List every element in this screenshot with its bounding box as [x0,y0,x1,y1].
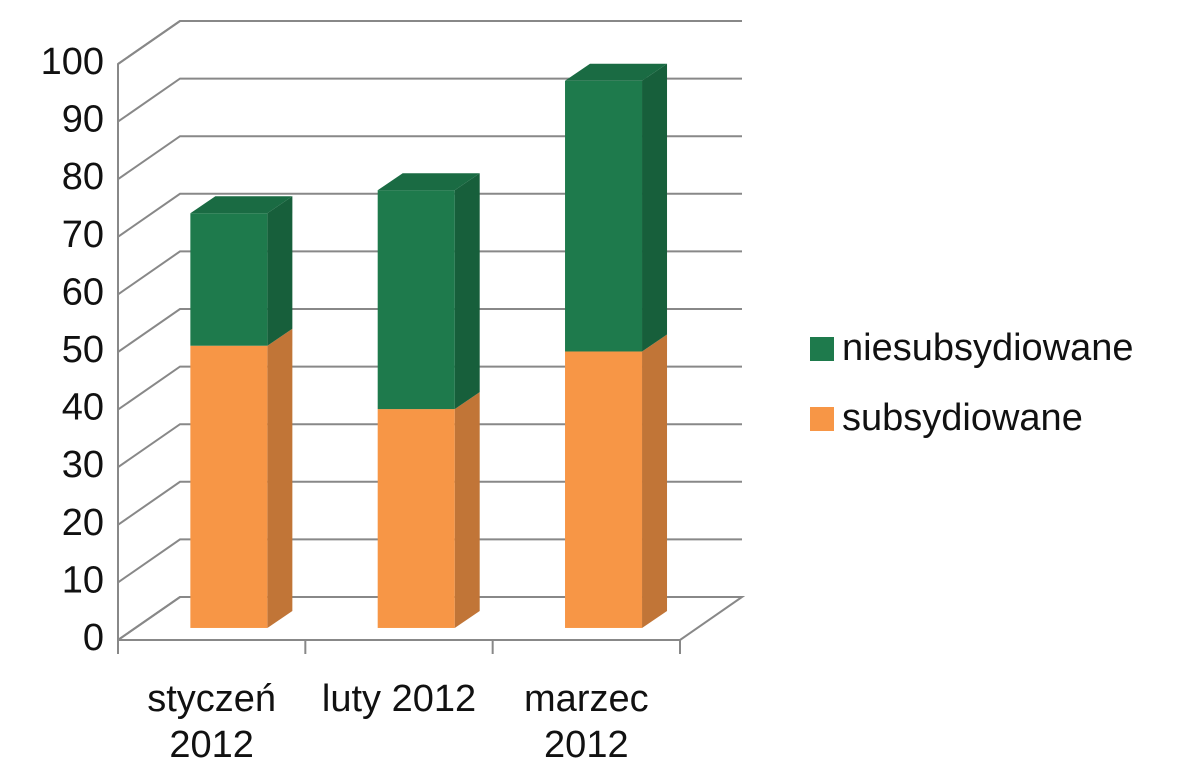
y-tick-label: 90 [62,99,104,141]
bar [565,80,643,352]
grid-line [117,423,742,469]
y-tick-label: 80 [62,156,104,198]
grid-line [117,596,742,641]
bar [190,345,268,628]
y-tick-label: 70 [62,214,104,256]
bar [190,213,268,346]
bar [377,190,455,410]
bar-top [190,196,293,214]
y-tick-label: 60 [62,271,104,313]
grid-line [117,365,742,411]
grid-line [117,135,742,181]
legend-swatch [810,337,834,361]
grid-line [117,250,742,296]
grid-line [117,77,742,123]
y-tick-label: 40 [62,387,104,429]
legend-swatch [810,407,834,431]
grid-line [117,538,742,584]
x-tick-label: styczeń 2012 [147,678,277,766]
x-tick-label: marzec 2012 [524,678,649,766]
bar-side [642,334,668,628]
grid-line [117,480,742,526]
y-tick-label: 50 [62,329,104,371]
bar-side [267,196,293,346]
y-tick-label: 0 [83,617,104,659]
bar-side [267,328,293,628]
y-tick-label: 20 [62,502,104,544]
grid-line [117,308,742,353]
y-tick-label: 100 [41,41,104,83]
bar-side [454,173,480,410]
bar-top [565,63,668,81]
legend-label: subsydiowane [842,397,1083,439]
bar-top [377,173,480,191]
legend-label: niesubsydiowane [842,327,1134,369]
bar-side [642,63,668,352]
y-tick-label: 30 [62,444,104,486]
grid-line [117,20,742,65]
grid-line [117,192,742,238]
bar [565,351,643,628]
bar-side [454,392,480,628]
x-tick-label: luty 2012 [321,678,477,720]
bar [377,409,455,628]
y-tick-label: 10 [62,559,104,601]
